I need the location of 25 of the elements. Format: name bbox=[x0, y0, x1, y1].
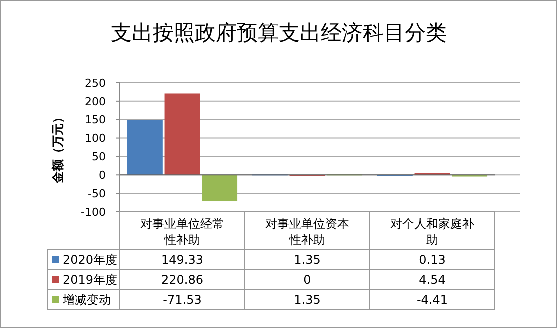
x-tick-label: 对事业单位经常性补助 bbox=[140, 217, 224, 247]
data-label: 0.13 bbox=[419, 253, 446, 267]
data-label: 0 bbox=[304, 273, 312, 287]
x-tick-label: 对个人和家庭补助 bbox=[390, 217, 474, 247]
y-tick-label: 50 bbox=[92, 150, 106, 164]
legend-label: 增减变动 bbox=[62, 293, 111, 307]
data-label: 1.35 bbox=[294, 293, 321, 307]
data-label: -4.41 bbox=[416, 293, 448, 307]
data-label: 4.54 bbox=[419, 273, 446, 287]
y-tick-label: -50 bbox=[88, 187, 106, 200]
y-tick-label: 0 bbox=[99, 168, 106, 182]
data-label: 149.33 bbox=[162, 253, 204, 267]
data-label: 220.86 bbox=[162, 273, 204, 287]
y-tick-label: 100 bbox=[85, 132, 106, 146]
y-tick-label: 250 bbox=[85, 76, 106, 90]
chart-title: 支出按照政府预算支出经济科目分类 bbox=[111, 21, 447, 45]
legend-label: 2019年度 bbox=[63, 273, 118, 287]
y-tick-label: -100 bbox=[81, 206, 106, 219]
data-label: 1.35 bbox=[294, 253, 321, 267]
y-tick-label: 150 bbox=[85, 114, 106, 127]
legend-label: 2020年度 bbox=[63, 253, 118, 267]
y-axis-title: 金额（万元） bbox=[51, 112, 65, 184]
x-tick-label: 对事业单位资本性补助 bbox=[266, 217, 350, 247]
y-tick-label: 200 bbox=[85, 95, 106, 108]
data-label: -71.53 bbox=[163, 293, 202, 307]
